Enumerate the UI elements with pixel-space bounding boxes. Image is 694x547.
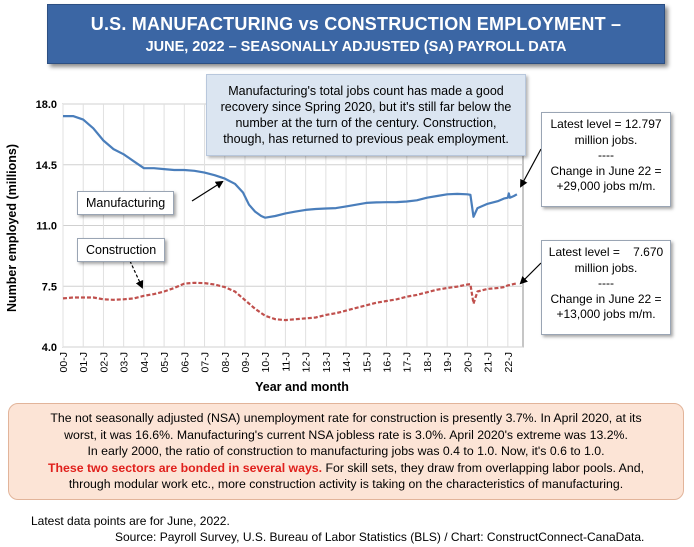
x-tick-label: 03-J	[119, 352, 131, 372]
box-line: Latest level = 7.670	[548, 245, 664, 259]
box-line: ----	[598, 148, 614, 162]
box-line: Latest level = 12.797	[550, 117, 662, 131]
commentary-line: through modular work etc., more construc…	[68, 477, 624, 491]
commentary-line: The not seasonally adjusted (NSA) unempl…	[50, 411, 642, 425]
summary-note-line: though, has returned to previous peak em…	[223, 132, 509, 146]
commentary-box: The not seasonally adjusted (NSA) unempl…	[8, 403, 684, 500]
x-tick-label: 09-J	[240, 352, 252, 372]
y-tick-label: 18.0	[36, 99, 57, 111]
y-tick-label: 14.5	[36, 160, 57, 172]
x-tick-label: 07-J	[200, 352, 212, 372]
chart-title-line1: U.S. MANUFACTURING vs CONSTRUCTION EMPLO…	[90, 14, 622, 34]
summary-note-line: Manufacturing's total jobs count has mad…	[228, 84, 504, 98]
x-tick-label: 21-J	[483, 352, 495, 372]
x-tick-label: 18-J	[422, 352, 434, 372]
manufacturing-level-arrow	[520, 148, 542, 188]
x-tick-label: 06-J	[179, 352, 191, 372]
chart-title-banner: U.S. MANUFACTURING vs CONSTRUCTION EMPLO…	[47, 4, 665, 64]
y-tick-label: 11.0	[36, 221, 57, 233]
commentary-text: For skill sets, they draw from overlappi…	[322, 460, 644, 475]
x-tick-label: 01-J	[78, 352, 90, 372]
x-tick-label: 14-J	[341, 352, 353, 372]
manufacturing-arrow	[191, 180, 224, 202]
x-tick-label: 02-J	[98, 352, 110, 372]
construction-line	[62, 281, 518, 322]
box-line: +13,000 jobs m/m.	[556, 307, 656, 321]
construction-level-box: Latest level = 7.670 million jobs. ---- …	[541, 240, 671, 335]
commentary-highlight: These two sectors are bonded in several …	[48, 460, 323, 475]
box-line: Change in June 22 =	[550, 291, 662, 306]
manufacturing-level-box: Latest level = 12.797 million jobs. ----…	[541, 112, 671, 207]
box-line: million jobs.	[574, 260, 638, 275]
box-line: +29,000 jobs m/m.	[556, 179, 656, 193]
construction-level-arrow	[519, 262, 542, 285]
box-line: ----	[598, 276, 614, 290]
box-line: Change in June 22 =	[550, 163, 662, 178]
x-tick-label: 20-J	[462, 352, 474, 372]
chart-title-line2: JUNE, 2022 – SEASONALLY ADJUSTED (SA) PA…	[145, 39, 567, 55]
x-tick-label: 19-J	[442, 352, 454, 372]
y-axis-label: Number employed (millions)	[5, 144, 19, 312]
summary-note: Manufacturing's total jobs count has mad…	[206, 74, 526, 156]
commentary-line: worst, it was 16.6%. Manufacturing's cur…	[64, 427, 628, 442]
commentary-line: These two sectors are bonded in several …	[9, 460, 683, 477]
y-tick-label: 4.0	[42, 342, 57, 354]
source-note: Source: Payroll Survey, U.S. Bureau of L…	[115, 530, 645, 544]
construction-series-label: Construction	[77, 238, 166, 262]
x-tick-label: 15-J	[361, 352, 373, 372]
manufacturing-line	[63, 115, 518, 219]
y-tick-label: 7.5	[42, 281, 57, 293]
x-tick-label: 16-J	[382, 352, 394, 372]
x-tick-label: 00-J	[58, 352, 70, 372]
x-tick-label: 08-J	[220, 352, 232, 372]
latest-data-note: Latest data points are for June, 2022.	[31, 514, 230, 528]
x-axis-label: Year and month	[255, 380, 349, 394]
summary-note-line: recovery since Spring 2020, but it's sti…	[220, 100, 512, 114]
box-line: million jobs.	[574, 132, 638, 147]
summary-note-line: number at the turn of the century. Const…	[235, 116, 497, 130]
commentary-line: In early 2000, the ratio of construction…	[87, 444, 605, 458]
x-tick-label: 11-J	[280, 352, 292, 372]
manufacturing-series-label: Manufacturing	[77, 191, 175, 215]
x-tick-label: 13-J	[321, 352, 333, 372]
x-tick-label: 22-J	[503, 352, 515, 372]
x-tick-label: 05-J	[159, 352, 171, 372]
x-tick-label: 10-J	[260, 352, 272, 372]
x-tick-label: 17-J	[402, 352, 414, 372]
x-tick-label: 04-J	[139, 352, 151, 372]
x-tick-label: 12-J	[301, 352, 313, 372]
